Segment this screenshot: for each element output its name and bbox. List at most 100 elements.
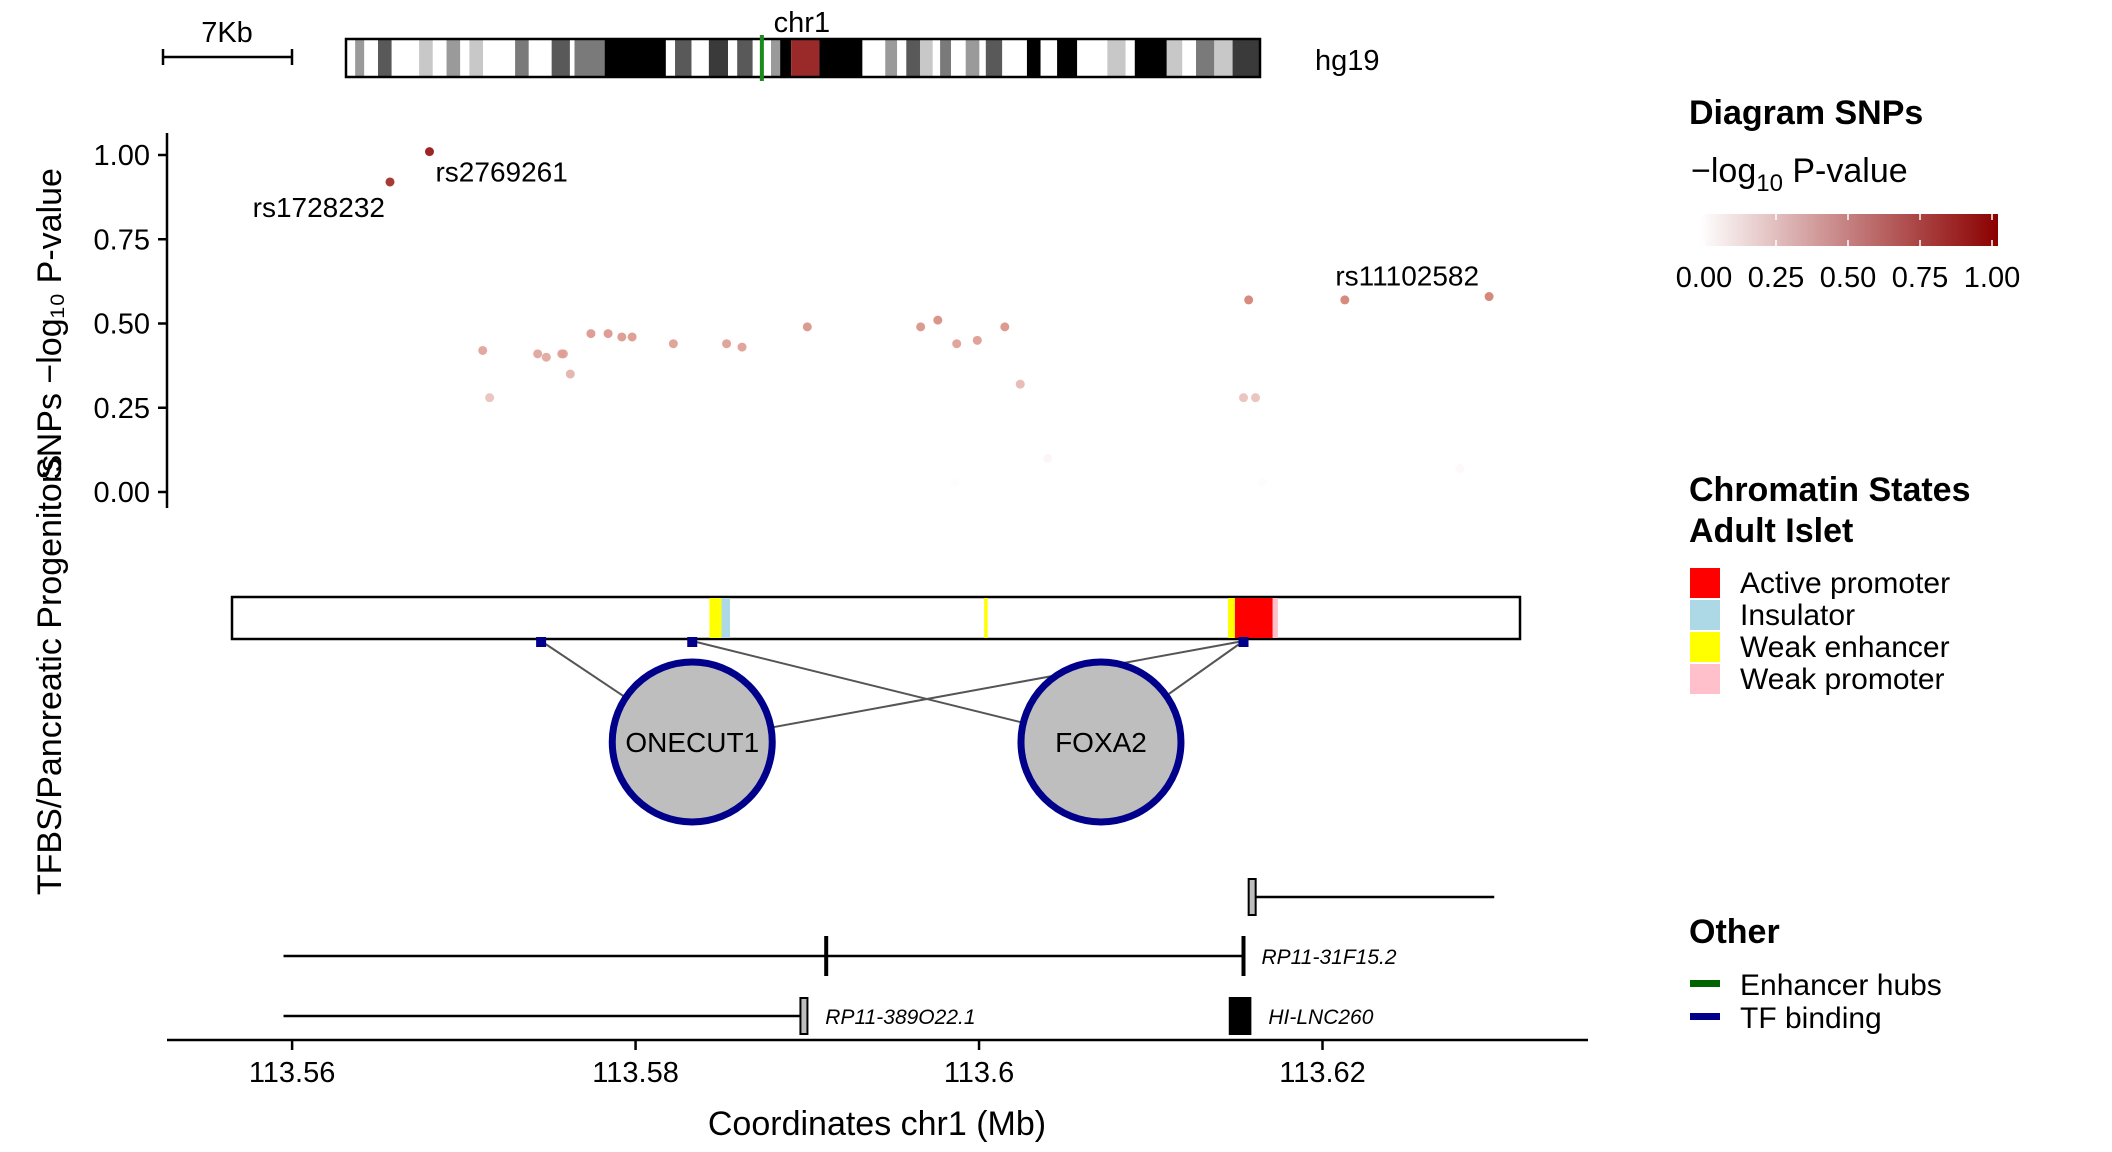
chromatin-track [230, 595, 1522, 641]
ideogram-band [1196, 39, 1215, 77]
snp-point [1043, 453, 1053, 463]
ideogram-band [965, 39, 980, 77]
colorbar-tick-label: 0.50 [1820, 262, 1876, 294]
snp-point [950, 477, 960, 487]
x-axis-tick-label: 113.6 [944, 1057, 1014, 1089]
ideogram-band [885, 39, 898, 77]
ideogram-band [780, 39, 792, 77]
ideogram-band [906, 39, 920, 77]
x-axis-tick-label: 113.56 [249, 1057, 336, 1089]
snp-y-tick-label: 1.00 [94, 140, 150, 172]
snp-point [627, 332, 637, 342]
snp-point [385, 177, 395, 187]
tf-node [608, 658, 776, 826]
x-axis-title: Coordinates chr1 (Mb) [708, 1105, 1046, 1143]
legend-snps-subtitle: −log10 P-value [1691, 152, 1908, 197]
snp-y-tick-label: 0.50 [94, 309, 150, 341]
snp-point [1244, 295, 1254, 305]
snp-point [933, 315, 943, 325]
legend-other-label: TF binding [1740, 1002, 1882, 1035]
ideogram-band [419, 39, 433, 77]
ideogram-band [483, 39, 516, 77]
snp-point [668, 339, 678, 349]
ideogram-band [979, 39, 986, 77]
gene-track: RP11-31F15.2 RP11-389O22.1 HI-LNC260 [283, 878, 1495, 1035]
colorbar-tick-label: 0.75 [1892, 262, 1948, 294]
gene-label: RP11-31F15.2 [1262, 946, 1397, 969]
legend-chromatin-title-line1: Chromatin States [1689, 471, 1971, 509]
snp-y-tick-label: 0.75 [94, 224, 150, 256]
gene-label: RP11-389O22.1 [825, 1006, 975, 1029]
ideogram-band [771, 39, 781, 77]
snp-point [1340, 295, 1350, 305]
snp-point [541, 352, 551, 362]
snp-point [952, 339, 962, 349]
tf-nodes: ONECUT1 FOXA2 [608, 658, 1185, 826]
ideogram-band [1077, 39, 1108, 77]
snp-point [424, 147, 434, 157]
snp-point [1455, 463, 1465, 473]
snp-y-tick-label: 0.25 [94, 393, 150, 425]
snp-point [617, 332, 627, 342]
gene-exon [1247, 878, 1257, 916]
colorbar-tick-label: 1.00 [1964, 262, 2020, 294]
tf-binding-site [536, 637, 547, 647]
ideogram-band [469, 39, 484, 77]
chromatin-segment [709, 598, 722, 638]
tf-node-label: ONECUT1 [625, 727, 759, 758]
scale-bar: 7Kb [161, 17, 294, 65]
ideogram-band [819, 39, 863, 77]
legend-chromatin-swatch [1690, 664, 1720, 694]
legend-chromatin-swatch [1690, 600, 1720, 630]
colorbar-tick-label: 0.25 [1748, 262, 1804, 294]
legend-chromatin-swatch [1690, 568, 1720, 598]
snp-point [1000, 322, 1010, 332]
ideogram-band [897, 39, 907, 77]
chromatin-segment [1234, 598, 1273, 638]
ideogram-band [460, 39, 470, 77]
ideogram-band [862, 39, 886, 77]
ideogram-band [515, 39, 529, 77]
snp-points: rs1728232 rs2769261 rs11102582 [253, 147, 1494, 487]
legend-other-label: Enhancer hubs [1740, 969, 1942, 1002]
ideogram-bands [346, 39, 1260, 77]
ideogram-band [691, 39, 709, 77]
ideogram-chromosome-label: chr1 [774, 7, 830, 39]
chromatin-track-frame [230, 595, 1522, 641]
ideogram-band [728, 39, 738, 77]
ideogram-band [1232, 39, 1260, 77]
snp-point [1251, 393, 1261, 403]
tf-link [692, 640, 1244, 743]
legend-snps-subtitle-sub: 10 [1756, 170, 1783, 197]
snp-point [916, 322, 926, 332]
ideogram-band [1040, 39, 1058, 77]
ideogram-band [1182, 39, 1197, 77]
ideogram-band [355, 39, 365, 77]
x-axis-tick-label: 113.62 [1279, 1057, 1366, 1089]
legend-chromatin-label: Weak enhancer [1740, 631, 1950, 664]
snp-point [1239, 393, 1249, 403]
snp-point [485, 393, 495, 403]
legend-snps-title: Diagram SNPs [1689, 94, 1923, 132]
ideogram-band [737, 39, 753, 77]
ideogram-band [940, 39, 952, 77]
tf-binding-network: ONECUT1 FOXA2 [536, 637, 1249, 826]
legend-chromatin-label: Insulator [1740, 599, 1855, 632]
snp-y-axis: 0.00 0.25 0.50 0.75 1.00 [94, 140, 167, 509]
legend-snps-colorbar [1700, 214, 1998, 246]
chromatin-segment [984, 598, 988, 638]
ideogram-band [919, 39, 933, 77]
legend-chromatin-label: Active promoter [1740, 567, 1950, 600]
legend: Diagram SNPs −log10 P-value 0.00 0.25 0.50… [1676, 94, 2020, 1035]
snp-point [565, 369, 575, 379]
legend-snps-subtitle-suffix: P-value [1783, 152, 1908, 190]
ideogram-band [1107, 39, 1126, 77]
ideogram-band [675, 39, 692, 77]
legend-chromatin-label: Weak promoter [1740, 663, 1945, 696]
legend-snps-subtitle-prefix: −log [1691, 152, 1756, 190]
tf-binding-sites [536, 637, 1249, 647]
snp-point [586, 329, 596, 339]
